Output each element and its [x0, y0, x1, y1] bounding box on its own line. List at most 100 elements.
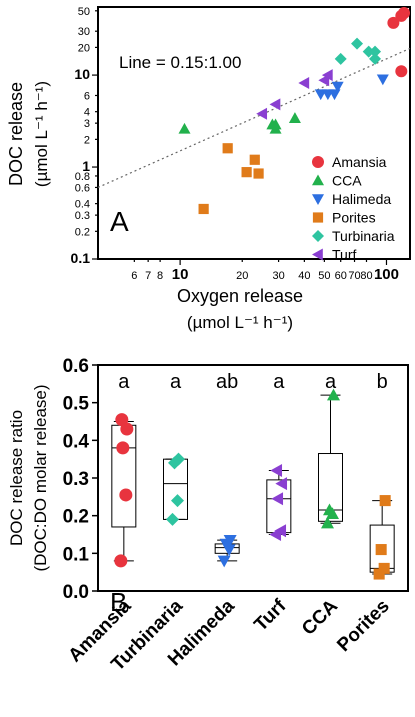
point-amansia	[395, 65, 408, 78]
y-tick-label-a: 0.1	[71, 250, 91, 266]
box-point-porites	[375, 544, 387, 556]
box-point-halimeda	[223, 534, 237, 547]
significance-letter: a	[118, 371, 130, 393]
point-amansia	[387, 16, 400, 29]
y-tick-label-b: 0.6	[63, 356, 89, 377]
x-tick-label-a: 7	[145, 270, 151, 282]
y-tick-label-a: 0.3	[75, 210, 90, 222]
category-label-porites: Porites	[333, 596, 393, 656]
box-point-turbinaria	[171, 494, 184, 508]
box-point-turf	[275, 477, 288, 491]
box-point-amansia	[114, 554, 128, 568]
point-porites	[198, 203, 209, 215]
y-tick-label-a: 3	[84, 118, 90, 130]
box-point-porites	[378, 562, 390, 574]
point-cca	[269, 118, 282, 130]
box-iqr	[111, 424, 137, 528]
reference-line	[97, 47, 411, 188]
y-tick-label-a: 1	[82, 158, 90, 174]
point-turf	[321, 69, 333, 82]
y-tick-label-a: 6	[84, 90, 90, 102]
legend-label-porites: Porites	[332, 210, 376, 226]
box-point-porites	[379, 495, 391, 507]
y-axis-unit-a: (µmol L⁻¹ h⁻¹)	[32, 81, 51, 187]
panel-b: 0.00.10.20.30.40.50.6 aAmansiaaTurbinari…	[7, 356, 409, 675]
y-tick-label-a: 0.2	[75, 226, 90, 238]
legend-marker-amansia	[312, 156, 324, 168]
box-point-cca	[327, 388, 340, 401]
y-tick-label-b: 0.0	[63, 582, 89, 603]
box-cca: a CCA	[298, 371, 343, 640]
significance-letter: b	[377, 371, 388, 393]
y-tick-label-a: 50	[78, 6, 90, 18]
y-axis-label-b: DOC release ratio	[7, 410, 26, 546]
legend-label-halimeda: Halimeda	[332, 191, 391, 207]
y-tick-label-a: 0.4	[75, 199, 90, 211]
panel-b-boxes: aAmansiaaTurbinariaabHalimedaaTurfaCCAbP…	[65, 371, 395, 675]
point-halimeda	[376, 74, 389, 86]
box-point-amansia	[119, 488, 133, 502]
y-tick-label-b: 0.3	[63, 469, 89, 490]
x-axis-unit-a: (µmol L⁻¹ h⁻¹)	[187, 313, 293, 332]
x-tick-label-a: 30	[272, 270, 284, 282]
box-point-turbinaria	[166, 512, 179, 526]
box-turf: a Turf	[250, 371, 292, 636]
panel-a-frame	[97, 6, 411, 260]
point-turf	[256, 107, 268, 120]
x-tick-label-a: 80	[360, 270, 372, 282]
y-axis-label-b2: (DOC:DO molar release)	[31, 384, 50, 571]
legend-label-amansia: Amansia	[332, 154, 387, 170]
point-porites	[253, 168, 264, 179]
point-cca	[178, 122, 191, 134]
significance-letter: a	[273, 371, 285, 393]
point-halimeda	[331, 81, 344, 93]
legend-marker-turf	[312, 248, 323, 261]
panel-a-points	[178, 7, 410, 215]
panel-b-letter: B	[110, 587, 127, 617]
x-tick-label-a: 100	[374, 266, 399, 283]
x-tick-label-a: 70	[348, 270, 360, 282]
panel-a-ticks: 6 7 8 10 20 30 40 50 60 70 80 1000.10.20.30.40.60.8…	[71, 6, 399, 283]
point-turbinaria	[362, 45, 375, 58]
x-tick-label-a: 20	[236, 270, 248, 282]
x-tick-label-a: 8	[157, 270, 163, 282]
category-label-turf: Turf	[250, 595, 290, 635]
box-point-turf	[274, 524, 287, 538]
point-turf	[298, 77, 310, 90]
legend-marker-porites	[312, 212, 324, 223]
legend-label-turf: Turf	[332, 247, 356, 263]
box-point-halimeda	[217, 555, 231, 568]
x-axis-label-a: Oxygen release	[177, 286, 303, 306]
panel-b-frame	[97, 364, 409, 592]
panel-a-letter: A	[110, 206, 129, 237]
x-tick-label-a: 60	[335, 270, 347, 282]
point-amansia	[398, 7, 410, 19]
box-point-cca	[321, 516, 334, 529]
y-tick-label-b: 0.4	[63, 431, 90, 452]
line-annotation: Line = 0.15:1.00	[119, 53, 241, 72]
point-turbinaria	[369, 45, 382, 58]
box-point-cca	[323, 503, 336, 516]
box-point-turbinaria	[172, 452, 185, 466]
box-point-amansia	[116, 441, 130, 455]
y-tick-label-a: 20	[78, 42, 90, 54]
y-tick-label-a: 0.6	[75, 182, 90, 194]
significance-letter: a	[325, 371, 337, 393]
legend-label-turbinaria: Turbinaria	[332, 228, 395, 244]
category-label-cca: CCA	[298, 595, 342, 639]
y-tick-label-a: 0.8	[75, 171, 90, 183]
panel-a: 6 7 8 10 20 30 40 50 60 70 80 1000.10.20.30.40.60.8…	[6, 6, 411, 332]
x-tick-label-a: 10	[172, 266, 189, 283]
point-turbinaria	[351, 37, 364, 50]
y-tick-label-a: 4	[84, 107, 90, 119]
y-tick-label-b: 0.5	[63, 394, 90, 415]
x-tick-label-a: 50	[318, 270, 330, 282]
significance-letter: a	[170, 371, 182, 393]
legend-marker-halimeda	[312, 194, 324, 205]
y-tick-label-a: 2	[84, 134, 90, 146]
y-tick-label-b: 0.1	[63, 544, 90, 565]
panel-b-ticks: 0.0 0.1 0.2 0.3 0.4 0.5 0.6	[63, 356, 98, 603]
significance-letter: ab	[216, 371, 238, 393]
point-turbinaria	[334, 52, 347, 65]
